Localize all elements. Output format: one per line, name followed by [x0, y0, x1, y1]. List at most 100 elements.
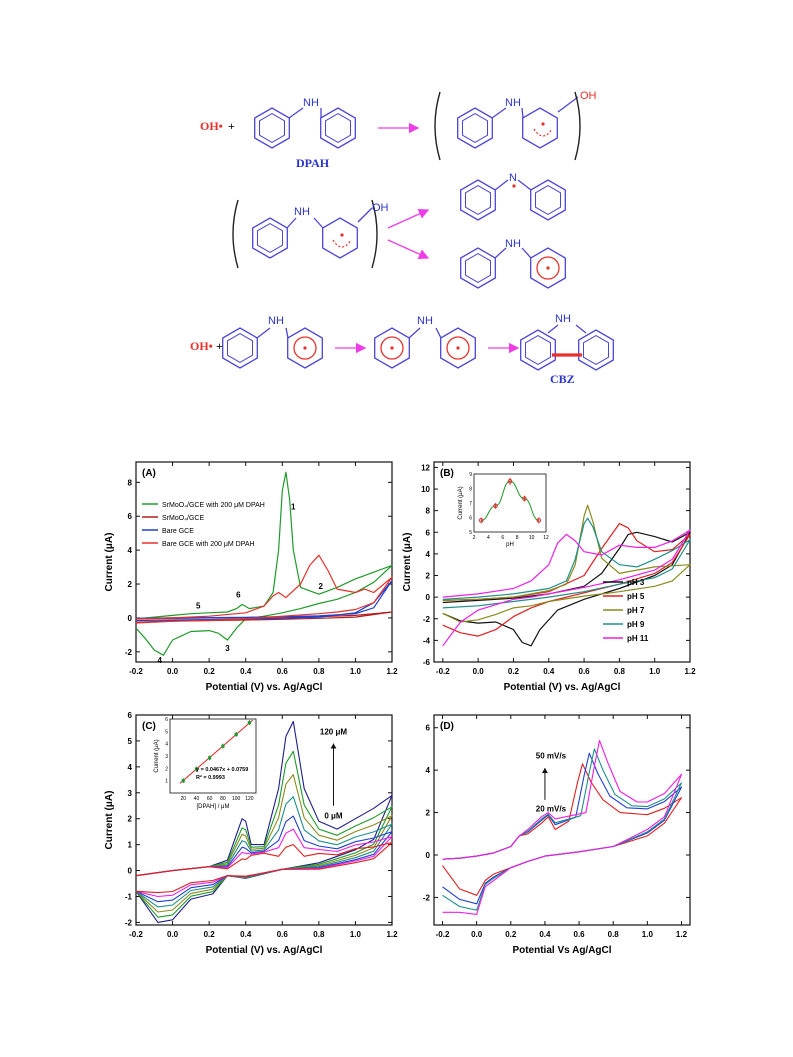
chart-panel-a: -0.2 0.0 0.2 0.4 0.6 0.8 1.0 1.2 -2 0 2 4 6 8 Potentia…	[104, 461, 398, 693]
inset-y-tick-label: 5	[469, 530, 472, 536]
y-tick-label: 6	[128, 711, 133, 720]
dr-bond-1	[408, 327, 421, 339]
series-line-2	[135, 750, 393, 918]
nh-label-6: NH	[417, 315, 433, 327]
n-radical-label: N	[509, 172, 517, 184]
panel-label: (C)	[142, 721, 156, 732]
adduct-radical-1	[533, 128, 553, 137]
adduct-bond-2	[521, 107, 524, 119]
series-line-2	[442, 523, 691, 637]
hydroxyl-radical-label: OH•	[200, 119, 223, 133]
chart-panel-c: -0.2 0.0 0.2 0.4 0.6 0.8 1.0 1.2 -2 -1 0 1 2 3 4 5 6 Pote…	[104, 711, 398, 956]
x-tick-label: -0.2	[436, 667, 450, 676]
reaction-scheme: OH• + DPAH NH NH OH NH OH N NH OH• + NH …	[190, 90, 614, 386]
oh-label-2: OH	[372, 202, 389, 214]
plus-sign: +	[228, 119, 235, 133]
plot-frame	[135, 461, 393, 663]
series-line-4	[442, 517, 691, 609]
inset-x-tick-label: 8	[516, 535, 519, 541]
y-tick-label: 0	[426, 593, 431, 602]
series-line-2	[442, 752, 683, 905]
x-tick-label: 0.4	[240, 667, 252, 676]
legend-entry: Bare GCE	[162, 528, 194, 535]
inset-point	[522, 496, 527, 501]
x-tick-label: 1.2	[386, 930, 398, 939]
inset-y-tick-label: 4	[165, 742, 168, 748]
inset-y-tick-label: 6	[165, 717, 168, 723]
x-tick-label: 0.2	[505, 930, 517, 939]
inset-equation: y = 0.0467x + 0.0759	[196, 767, 248, 773]
y-tick-label: -2	[423, 893, 431, 902]
n-radical-dot	[512, 184, 516, 188]
x-tick-label: 1.2	[684, 667, 696, 676]
y-tick-label: 6	[426, 528, 431, 537]
x-tick-label: 0.6	[574, 930, 586, 939]
y-tick-label: -2	[423, 615, 431, 624]
bracket-right-1	[574, 91, 581, 161]
nrad-ring-left-inner	[465, 185, 491, 215]
inset-point	[208, 756, 212, 760]
cbz-ring-right-inner	[583, 335, 609, 365]
carbon-radical-ring-1-dot	[546, 266, 550, 270]
x-tick-label: 0.0	[167, 667, 179, 676]
y-tick-label: 10	[421, 485, 430, 494]
x-tick-label: 0.8	[614, 667, 626, 676]
peak-label: 1	[291, 502, 296, 511]
carbon-radical-ring-2-dot	[303, 346, 307, 350]
carbon-radical-ring-2	[293, 336, 317, 360]
inset-x-tick-label: 60	[207, 796, 213, 802]
series-line-3	[442, 748, 683, 911]
scan-rate-arrow-head	[541, 768, 548, 774]
nh-label-4: NH	[505, 238, 521, 250]
crad-bond-2	[521, 247, 532, 259]
legend-entry: pH 9	[627, 620, 645, 629]
inset-point	[194, 767, 199, 771]
adduct-radical-1-dot	[541, 122, 545, 126]
y-tick-label: 6	[426, 724, 431, 733]
plot-frame	[135, 714, 393, 926]
annotation-top: 120 μM	[320, 727, 347, 736]
y-tick-label: 4	[426, 550, 431, 559]
cbz-label: CBZ	[550, 372, 575, 386]
inset-x-label: pH	[506, 542, 514, 548]
inset-x-tick-label: 10	[529, 535, 535, 541]
dr-bond-2	[435, 327, 442, 339]
x-tick-label: 0.8	[313, 667, 325, 676]
r3-bond-1	[256, 327, 271, 339]
x-tick-label: -0.2	[129, 930, 143, 939]
nrad-ring-right-inner	[535, 185, 561, 215]
y-tick-label: -1	[125, 892, 133, 901]
legend-entry: pH 5	[627, 592, 645, 601]
inset-point	[234, 732, 238, 737]
inset-y-label: Current (μA)	[458, 486, 464, 519]
x-tick-label: 1.2	[676, 930, 688, 939]
series-line-3	[135, 580, 393, 622]
series-line-4	[442, 739, 683, 915]
oh-bond-2	[357, 207, 373, 223]
y-axis-label: Current (μA)	[402, 533, 413, 592]
inset-point	[247, 721, 251, 725]
x-tick-label: 0.8	[313, 930, 325, 939]
inset-y-tick-label: 6	[469, 516, 472, 522]
inset-y-tick-label: 5	[165, 729, 168, 735]
inset-y-tick-label: 1	[165, 779, 168, 785]
series-line-1	[442, 763, 683, 896]
carbon-radical-ring-1	[536, 256, 560, 280]
series-line-3	[135, 774, 393, 913]
inset-x-tick-label: 2	[473, 535, 476, 541]
series-line-4	[135, 554, 393, 624]
y-tick-label: 12	[421, 463, 430, 472]
reaction-arrow-2	[387, 208, 430, 229]
inset-y-label: Current (μA)	[154, 739, 160, 772]
y-tick-label: 2	[128, 815, 133, 824]
y-tick-label: 0	[426, 851, 431, 860]
nh-label-2: NH	[505, 97, 521, 109]
adduct2-bond-2	[313, 217, 324, 229]
plot-frame	[433, 461, 691, 663]
scheme-structures	[222, 91, 614, 371]
inset-y-tick-label: 7	[469, 501, 472, 507]
cbz-ring-left-inner	[525, 335, 551, 365]
x-tick-label: 0.2	[508, 667, 520, 676]
series-line-6	[135, 828, 393, 898]
series-line-1	[442, 531, 691, 647]
